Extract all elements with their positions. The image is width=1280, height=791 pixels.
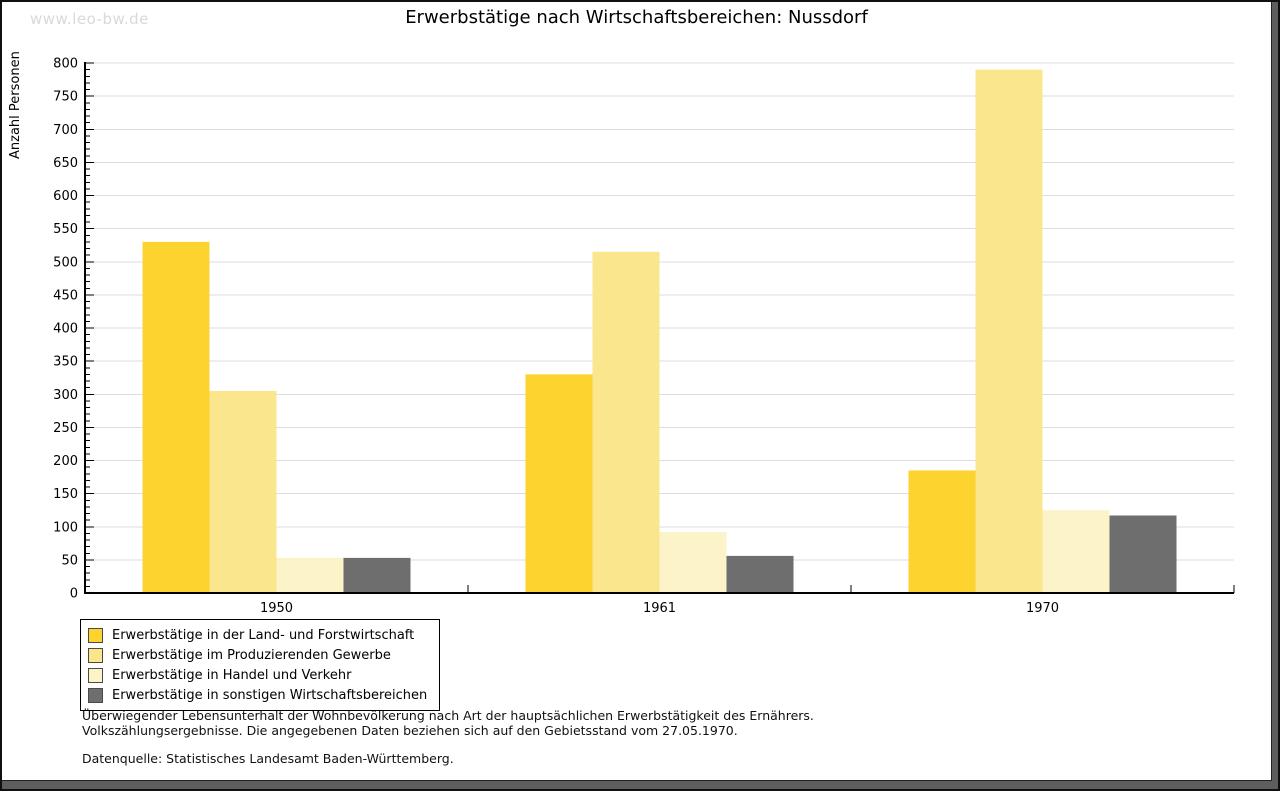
y-tick-label: 400: [53, 322, 78, 337]
y-tick-label: 150: [53, 487, 78, 502]
bar: [659, 532, 727, 593]
bar: [142, 241, 210, 593]
page-background: www.leo-bw.de Erwerbstätige nach Wirtsch…: [2, 2, 1272, 781]
y-tick-label: 50: [61, 553, 78, 568]
bar: [908, 470, 976, 593]
y-tick-label: 550: [53, 222, 78, 237]
y-tick-label: 600: [53, 189, 78, 204]
bar: [1042, 510, 1110, 593]
y-axis-title: Anzahl Personen: [8, 51, 23, 159]
y-tick-label: 300: [53, 388, 78, 403]
legend-swatch: [88, 647, 103, 663]
chart-footnotes: Überwiegender Lebensunterhalt der Wohnbe…: [82, 708, 814, 767]
y-tick-label: 0: [70, 587, 78, 602]
bar: [726, 555, 794, 593]
y-tick-label: 750: [53, 90, 78, 105]
bar: [276, 557, 344, 593]
legend-label: Erwerbstätige in der Land- und Forstwirt…: [112, 627, 415, 643]
bar: [525, 374, 593, 593]
data-source-line: Datenquelle: Statistisches Landesamt Bad…: [82, 751, 454, 766]
legend-item: Erwerbstätige in der Land- und Forstwirt…: [88, 625, 427, 645]
y-tick-label: 800: [53, 57, 78, 72]
legend-swatch: [88, 667, 103, 683]
x-tick-label: 1970: [1026, 601, 1059, 616]
footnote-line: Überwiegender Lebensunterhalt der Wohnbe…: [82, 708, 814, 723]
x-tick-label: 1961: [643, 601, 676, 616]
bar: [1109, 515, 1177, 593]
legend-swatch: [88, 687, 103, 703]
legend-item: Erwerbstätige im Produzierenden Gewerbe: [88, 645, 427, 665]
chart-title: Erwerbstätige nach Wirtschaftsbereichen:…: [405, 7, 868, 28]
y-tick-label: 450: [53, 288, 78, 303]
bar: [343, 557, 411, 593]
watermark: www.leo-bw.de: [30, 10, 149, 28]
legend-label: Erwerbstätige im Produzierenden Gewerbe: [112, 647, 391, 663]
legend-label: Erwerbstätige in Handel und Verkehr: [112, 667, 352, 683]
legend-item: Erwerbstätige in Handel und Verkehr: [88, 665, 427, 685]
y-tick-label: 650: [53, 156, 78, 171]
y-tick-label: 350: [53, 355, 78, 370]
bar: [975, 69, 1043, 593]
bar: [592, 251, 660, 593]
legend-item: Erwerbstätige in sonstigen Wirtschaftsbe…: [88, 685, 427, 705]
legend-swatch: [88, 627, 103, 643]
y-tick-label: 500: [53, 255, 78, 270]
y-tick-label: 200: [53, 454, 78, 469]
y-tick-label: 700: [53, 123, 78, 138]
bar-chart-canvas: Anzahl Personen 1950 1961 1970 0 50 100 150 200…: [8, 51, 1235, 616]
legend-label: Erwerbstätige in sonstigen Wirtschaftsbe…: [112, 687, 428, 703]
footnote-line: Volkszählungsergebnisse. Die angegebenen…: [82, 722, 738, 738]
y-tick-label: 250: [53, 421, 78, 436]
chart-legend: Erwerbstätige in der Land- und Forstwirt…: [80, 619, 441, 711]
bar: [209, 390, 277, 593]
x-tick-label: 1950: [260, 601, 293, 616]
y-tick-label: 100: [53, 520, 78, 535]
